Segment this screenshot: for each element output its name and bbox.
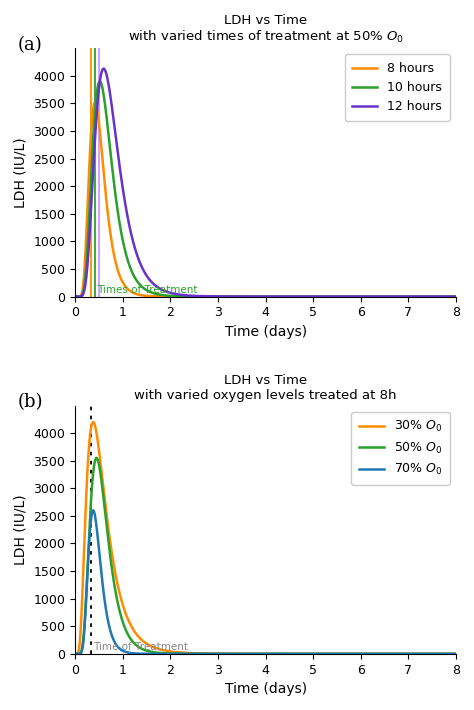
10 hours bbox=[97, 77, 103, 86]
10 hours bbox=[436, 293, 442, 301]
Text: (a): (a) bbox=[18, 36, 43, 54]
12 hours bbox=[199, 292, 204, 300]
8 hours bbox=[224, 293, 229, 301]
Line: 8 hours: 8 hours bbox=[75, 102, 456, 297]
Line: 70% $O_0$: 70% $O_0$ bbox=[75, 510, 456, 654]
Text: (b): (b) bbox=[18, 393, 44, 411]
10 hours bbox=[148, 288, 154, 297]
10 hours bbox=[224, 293, 229, 301]
Text: Times of Treatment: Times of Treatment bbox=[97, 285, 197, 295]
10 hours bbox=[255, 293, 261, 301]
12 hours bbox=[101, 65, 107, 73]
12 hours bbox=[303, 293, 309, 301]
12 hours bbox=[255, 293, 261, 301]
70% $O_0$ bbox=[255, 650, 261, 658]
70% $O_0$ bbox=[303, 650, 309, 658]
10 hours bbox=[303, 293, 309, 301]
30% $O_0$ bbox=[72, 650, 78, 658]
10 hours bbox=[453, 293, 459, 301]
70% $O_0$ bbox=[199, 650, 204, 658]
50% $O_0$ bbox=[148, 648, 154, 656]
8 hours bbox=[199, 293, 204, 301]
8 hours bbox=[72, 293, 78, 301]
Line: 30% $O_0$: 30% $O_0$ bbox=[75, 422, 456, 654]
30% $O_0$ bbox=[224, 650, 229, 658]
Y-axis label: LDH (IU/L): LDH (IU/L) bbox=[14, 137, 28, 208]
12 hours bbox=[72, 293, 78, 301]
70% $O_0$ bbox=[72, 650, 78, 658]
8 hours bbox=[255, 293, 261, 301]
Line: 50% $O_0$: 50% $O_0$ bbox=[75, 458, 456, 654]
Line: 10 hours: 10 hours bbox=[75, 82, 456, 297]
30% $O_0$ bbox=[453, 650, 459, 658]
50% $O_0$ bbox=[453, 650, 459, 658]
30% $O_0$ bbox=[199, 649, 204, 657]
70% $O_0$ bbox=[453, 650, 459, 658]
50% $O_0$ bbox=[72, 650, 78, 658]
8 hours bbox=[436, 293, 442, 301]
30% $O_0$ bbox=[255, 650, 261, 658]
70% $O_0$ bbox=[224, 650, 229, 658]
30% $O_0$ bbox=[148, 642, 154, 650]
70% $O_0$ bbox=[148, 650, 154, 658]
50% $O_0$ bbox=[93, 454, 99, 462]
50% $O_0$ bbox=[436, 650, 442, 658]
12 hours bbox=[453, 293, 459, 301]
50% $O_0$ bbox=[255, 650, 261, 658]
30% $O_0$ bbox=[303, 650, 309, 658]
Y-axis label: LDH (IU/L): LDH (IU/L) bbox=[14, 494, 28, 565]
8 hours bbox=[303, 293, 309, 301]
12 hours bbox=[436, 293, 442, 301]
70% $O_0$ bbox=[436, 650, 442, 658]
8 hours bbox=[148, 292, 154, 300]
50% $O_0$ bbox=[199, 650, 204, 658]
50% $O_0$ bbox=[303, 650, 309, 658]
X-axis label: Time (days): Time (days) bbox=[225, 325, 307, 339]
Legend: 8 hours, 10 hours, 12 hours: 8 hours, 10 hours, 12 hours bbox=[345, 55, 450, 121]
Legend: 30% $O_0$, 50% $O_0$, 70% $O_0$: 30% $O_0$, 50% $O_0$, 70% $O_0$ bbox=[351, 412, 450, 484]
12 hours bbox=[224, 293, 229, 301]
30% $O_0$ bbox=[436, 650, 442, 658]
50% $O_0$ bbox=[224, 650, 229, 658]
10 hours bbox=[199, 293, 204, 301]
Text: Time of Treatment: Time of Treatment bbox=[93, 642, 188, 652]
8 hours bbox=[92, 98, 98, 106]
70% $O_0$ bbox=[90, 506, 96, 515]
Title: LDH vs Time
with varied times of treatment at 50% $O_0$: LDH vs Time with varied times of treatme… bbox=[128, 14, 403, 45]
Title: LDH vs Time
with varied oxygen levels treated at 8h: LDH vs Time with varied oxygen levels tr… bbox=[134, 373, 397, 402]
30% $O_0$ bbox=[90, 417, 96, 426]
X-axis label: Time (days): Time (days) bbox=[225, 682, 307, 696]
Line: 12 hours: 12 hours bbox=[75, 69, 456, 297]
12 hours bbox=[148, 277, 154, 285]
8 hours bbox=[453, 293, 459, 301]
10 hours bbox=[72, 293, 78, 301]
